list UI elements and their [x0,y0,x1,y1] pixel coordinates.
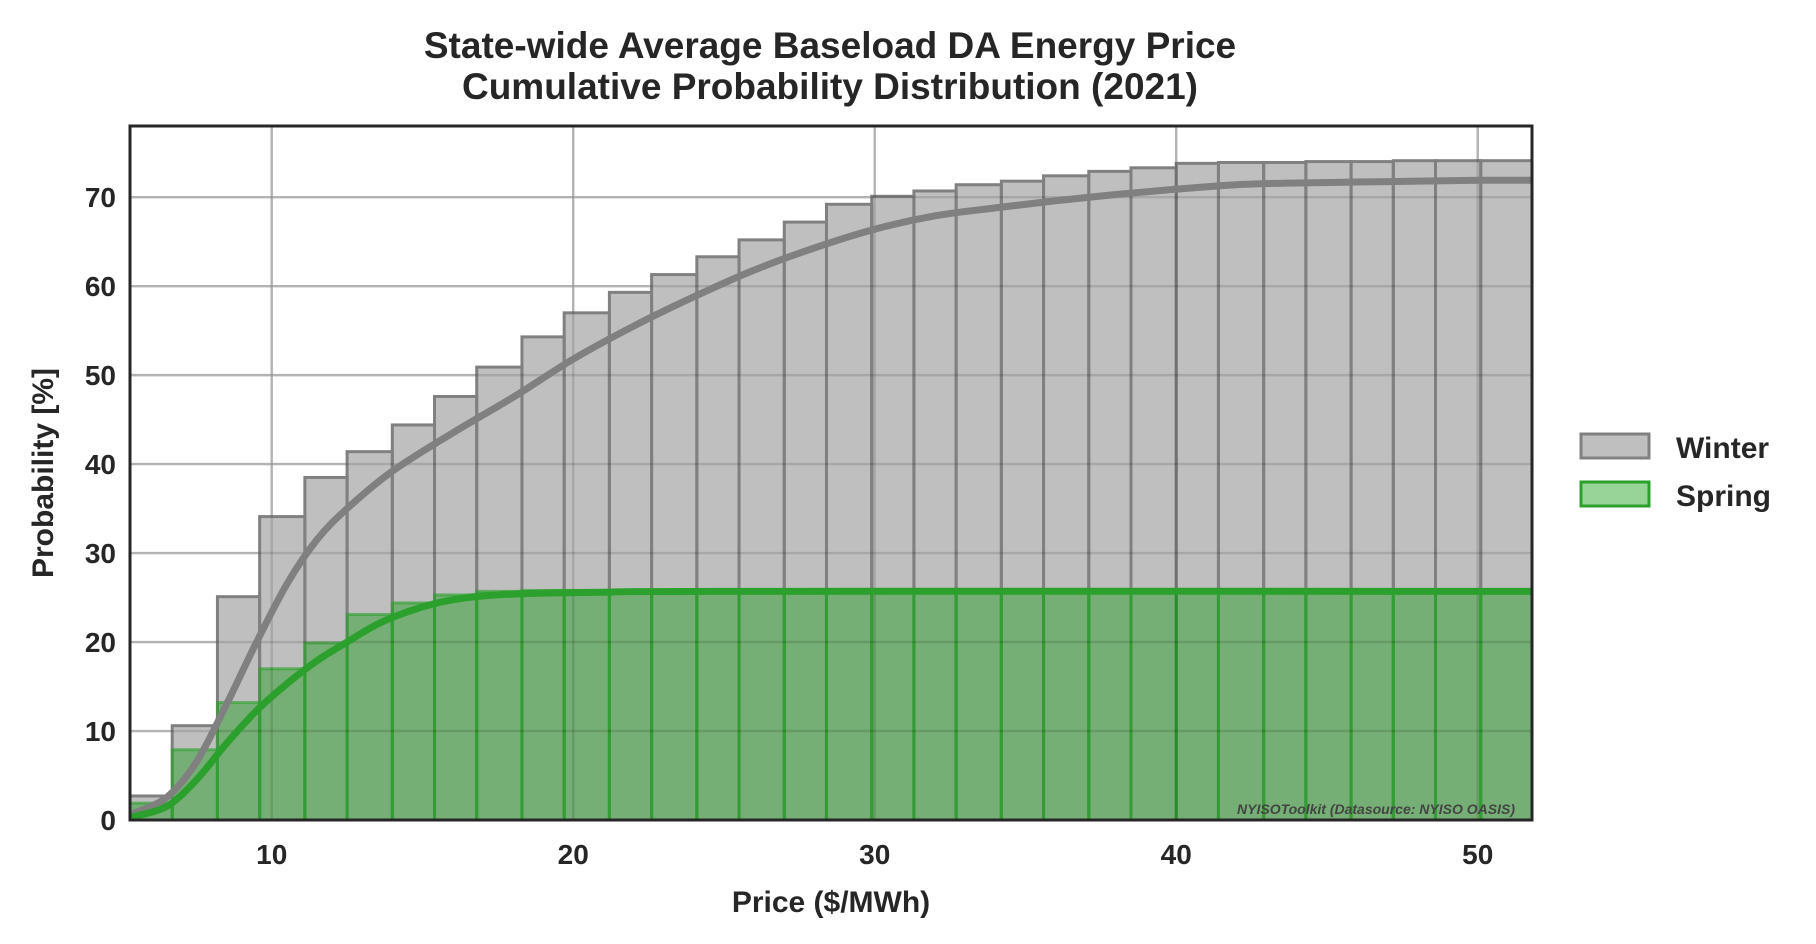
x-tick-label: 40 [1161,839,1192,870]
y-tick-label: 30 [85,538,116,569]
spring-cdf-line [130,587,1532,820]
tick-labels: 10 20 30 40 50 0 10 20 30 40 50 60 70 [85,182,1493,870]
x-tick-label: 20 [558,839,589,870]
y-tick-label: 60 [85,271,116,302]
legend-swatch-winter [1579,432,1651,460]
plot-area [130,126,1532,820]
y-tick-label: 70 [85,182,116,213]
y-tick-label: 10 [85,716,116,747]
y-tick-label: 50 [85,360,116,391]
legend: Winter Spring [1579,432,1771,513]
spring-step-fill [130,590,1532,820]
y-tick-label: 40 [85,449,116,480]
y-tick-label: 20 [85,627,116,658]
chart-title-line-1: State-wide Average Baseload DA Energy Pr… [424,25,1236,66]
legend-label-spring: Spring [1676,480,1771,513]
x-tick-label: 10 [256,839,287,870]
y-tick-label: 0 [100,805,116,836]
plot-frame [128,124,1534,822]
legend-label-winter: Winter [1676,432,1769,465]
y-axis-label: Probability [%] [27,368,60,578]
winter-cdf-line [130,176,1532,819]
x-axis-label: Price ($/MWh) [732,886,930,919]
x-tick-label: 30 [859,839,890,870]
datasource-credit: NYISOToolkit (Datasource: NYISO OASIS) [1237,801,1515,817]
chart-title-line-2: Cumulative Probability Distribution (202… [462,66,1198,107]
legend-swatch-spring [1579,480,1651,508]
x-tick-label: 50 [1462,839,1493,870]
